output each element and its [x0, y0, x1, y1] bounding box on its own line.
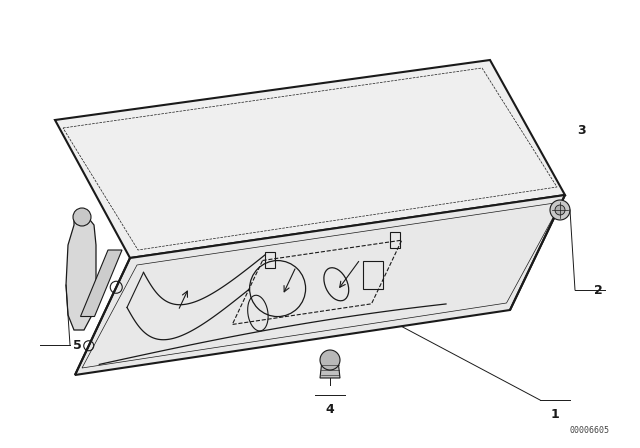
Circle shape	[320, 350, 340, 370]
Text: 2: 2	[594, 284, 602, 297]
Text: 1: 1	[550, 408, 559, 421]
Polygon shape	[55, 60, 565, 258]
Text: 00006605: 00006605	[570, 426, 610, 435]
Circle shape	[555, 205, 565, 215]
Polygon shape	[75, 258, 130, 375]
Polygon shape	[66, 215, 96, 330]
Polygon shape	[81, 250, 122, 316]
Polygon shape	[320, 360, 340, 378]
Polygon shape	[510, 195, 565, 310]
Text: 3: 3	[578, 124, 586, 137]
Polygon shape	[75, 195, 565, 375]
Text: 5: 5	[72, 339, 81, 352]
Circle shape	[550, 200, 570, 220]
Text: 4: 4	[326, 402, 334, 415]
Circle shape	[73, 208, 91, 226]
